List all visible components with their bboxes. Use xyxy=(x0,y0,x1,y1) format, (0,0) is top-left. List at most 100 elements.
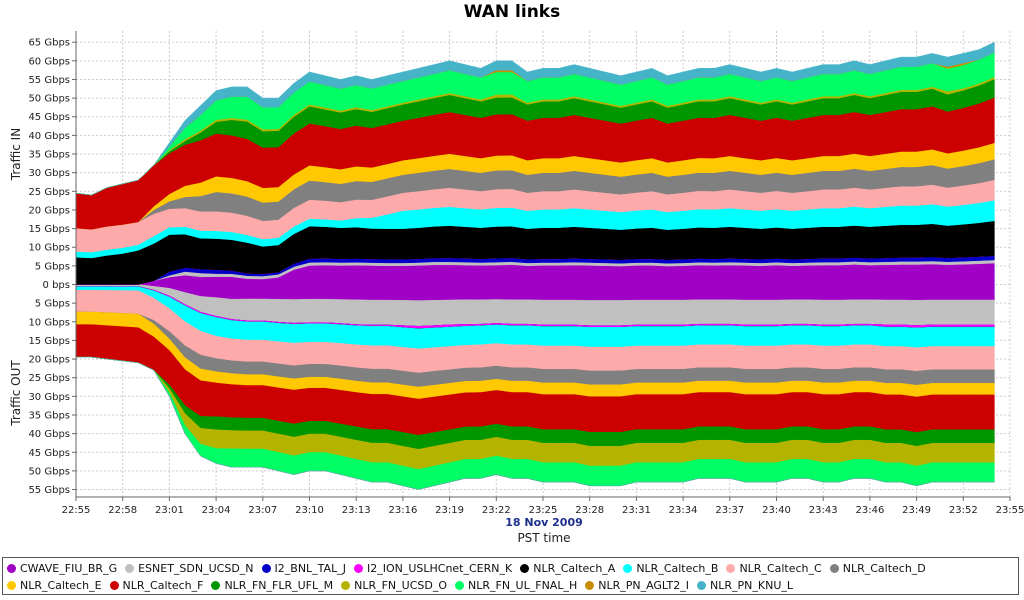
y-axis-label-out: Traffic OUT xyxy=(9,360,23,427)
x-tick-label: 23:01 xyxy=(155,505,184,516)
y-tick-label: 25 Gbps xyxy=(28,373,70,384)
legend-label: ESNET_SDN_UCSD_N xyxy=(138,562,254,575)
legend-item: NLR_FN_UCSD_O xyxy=(341,577,447,594)
y-tick-label: 5 Gbps xyxy=(35,299,70,310)
y-axis-label-in: Traffic IN xyxy=(9,128,23,181)
legend-swatch xyxy=(585,581,595,590)
x-tick-label: 23:49 xyxy=(902,505,931,516)
legend-label: I2_ION_USLHCnet_CERN_K xyxy=(366,562,513,575)
x-tick-label: 23:04 xyxy=(202,505,231,516)
y-tick-label: 20 Gbps xyxy=(28,355,70,366)
legend-label: NLR_Caltech_B xyxy=(636,562,719,575)
x-tick-labels: 22:55 22:58 23:01 23:04 23:07 23:10 23:13 23:16… xyxy=(62,497,1024,516)
legend-item: I2_ION_USLHCnet_CERN_K xyxy=(353,560,513,577)
legend-swatch xyxy=(623,564,633,573)
legend-label: NLR_FN_UL_FNAL_H xyxy=(468,579,578,592)
legend-swatch xyxy=(829,564,839,573)
legend-label: I2_BNL_TAL_J xyxy=(274,562,346,575)
legend-item: NLR_FN_UL_FNAL_H xyxy=(455,577,577,594)
legend-item: CWAVE_FIU_BR_G xyxy=(7,560,117,577)
legend-label: NLR_FN_UCSD_O xyxy=(354,579,447,592)
y-tick-label: 65 Gbps xyxy=(28,38,70,49)
legend-label: NLR_FN_FLR_UFL_M xyxy=(224,579,334,592)
x-tick-label: 23:10 xyxy=(295,505,324,516)
legend-swatch xyxy=(211,581,221,590)
legend-label: NLR_Caltech_D xyxy=(842,562,926,575)
y-tick-label: 55 Gbps xyxy=(28,75,70,86)
chart-title: WAN links xyxy=(463,2,561,22)
legend-label: NLR_Caltech_E xyxy=(20,579,102,592)
legend-item: NLR_Caltech_C xyxy=(726,560,822,577)
legend-item: NLR_Caltech_D xyxy=(829,560,926,577)
y-tick-label: 10 Gbps xyxy=(28,243,70,254)
x-tick-label: 22:58 xyxy=(108,505,137,516)
legend-item: NLR_FN_FLR_UFL_M xyxy=(211,577,333,594)
y-tick-label: 40 Gbps xyxy=(28,429,70,440)
y-tick-label: 45 Gbps xyxy=(28,112,70,123)
y-tick-label: 40 Gbps xyxy=(28,131,70,142)
legend-label: NLR_PN_KNU_L xyxy=(710,579,793,592)
y-tick-labels: 65 Gbps 60 Gbps 55 Gbps 50 Gbps 45 Gbps 40 Gb… xyxy=(28,38,76,496)
legend-item: NLR_PN_KNU_L xyxy=(697,577,793,594)
legend-item: NLR_Caltech_B xyxy=(623,560,718,577)
y-tick-label: 20 Gbps xyxy=(28,205,70,216)
date-label: 18 Nov 2009 xyxy=(505,516,583,529)
y-tick-label: 15 Gbps xyxy=(28,336,70,347)
legend-swatch xyxy=(125,564,135,573)
x-tick-label: 23:34 xyxy=(669,505,698,516)
legend-label: NLR_Caltech_F xyxy=(122,579,204,592)
x-tick-label: 23:37 xyxy=(715,505,744,516)
y-tick-label: 35 Gbps xyxy=(28,150,70,161)
legend-label: NLR_Caltech_A xyxy=(533,562,616,575)
x-tick-label: 23:25 xyxy=(529,505,558,516)
legend-label: NLR_Caltech_C xyxy=(739,562,822,575)
legend-item: I2_BNL_TAL_J xyxy=(261,560,346,577)
series-area-in-nlr-pn-knu-l xyxy=(75,41,995,196)
x-tick-label: 23:31 xyxy=(622,505,651,516)
legend: CWAVE_FIU_BR_G ESNET_SDN_UCSD_N I2_BNL_TAL… xyxy=(2,557,1019,595)
legend-item: ESNET_SDN_UCSD_N xyxy=(125,560,254,577)
x-tick-label: 23:52 xyxy=(949,505,978,516)
legend-swatch xyxy=(7,581,16,590)
y-tick-label: 60 Gbps xyxy=(28,56,70,67)
legend-swatch xyxy=(341,581,351,590)
legend-label: CWAVE_FIU_BR_G xyxy=(20,562,118,575)
x-tick-label: 23:40 xyxy=(762,505,791,516)
legend-swatch xyxy=(7,564,16,573)
legend-item: NLR_Caltech_E xyxy=(7,577,102,594)
x-tick-label: 22:55 xyxy=(62,505,91,516)
legend-swatch xyxy=(520,564,530,573)
legend-swatch xyxy=(353,564,363,573)
x-tick-label: 23:46 xyxy=(855,505,884,516)
y-tick-label: 55 Gbps xyxy=(28,485,70,496)
x-tick-label: 23:28 xyxy=(575,505,604,516)
legend-item: NLR_Caltech_A xyxy=(520,560,615,577)
y-tick-label: 50 Gbps xyxy=(28,466,70,477)
legend-swatch xyxy=(455,581,464,590)
x-tick-label: 23:19 xyxy=(435,505,464,516)
x-axis-label: PST time xyxy=(517,531,570,545)
x-tick-label: 23:43 xyxy=(809,505,838,516)
x-tick-label: 23:07 xyxy=(248,505,277,516)
legend-label: NLR_PN_AGLT2_I xyxy=(598,579,690,592)
x-tick-label: 23:13 xyxy=(342,505,371,516)
x-tick-label: 23:55 xyxy=(996,505,1024,516)
x-tick-label: 23:22 xyxy=(482,505,511,516)
legend-swatch xyxy=(109,581,119,590)
y-tick-label: 45 Gbps xyxy=(28,448,70,459)
x-tick-label: 23:16 xyxy=(388,505,417,516)
y-tick-label: 25 Gbps xyxy=(28,187,70,198)
y-tick-label: 30 Gbps xyxy=(28,392,70,403)
y-tick-label: 0 bps xyxy=(43,280,70,291)
series-area-out-nlr-pn-knu-l xyxy=(76,356,995,490)
legend-swatch xyxy=(726,564,736,573)
y-tick-label: 5 Gbps xyxy=(35,261,70,272)
stacked-areas xyxy=(75,41,995,490)
y-tick-label: 35 Gbps xyxy=(28,410,70,421)
chart-area: 65 Gbps 60 Gbps 55 Gbps 50 Gbps 45 Gbps 40 Gb… xyxy=(9,31,1024,545)
y-tick-label: 30 Gbps xyxy=(28,168,70,179)
y-tick-label: 50 Gbps xyxy=(28,94,70,105)
y-tick-label: 10 Gbps xyxy=(28,317,70,328)
legend-swatch xyxy=(697,581,707,590)
y-tick-label: 15 Gbps xyxy=(28,224,70,235)
